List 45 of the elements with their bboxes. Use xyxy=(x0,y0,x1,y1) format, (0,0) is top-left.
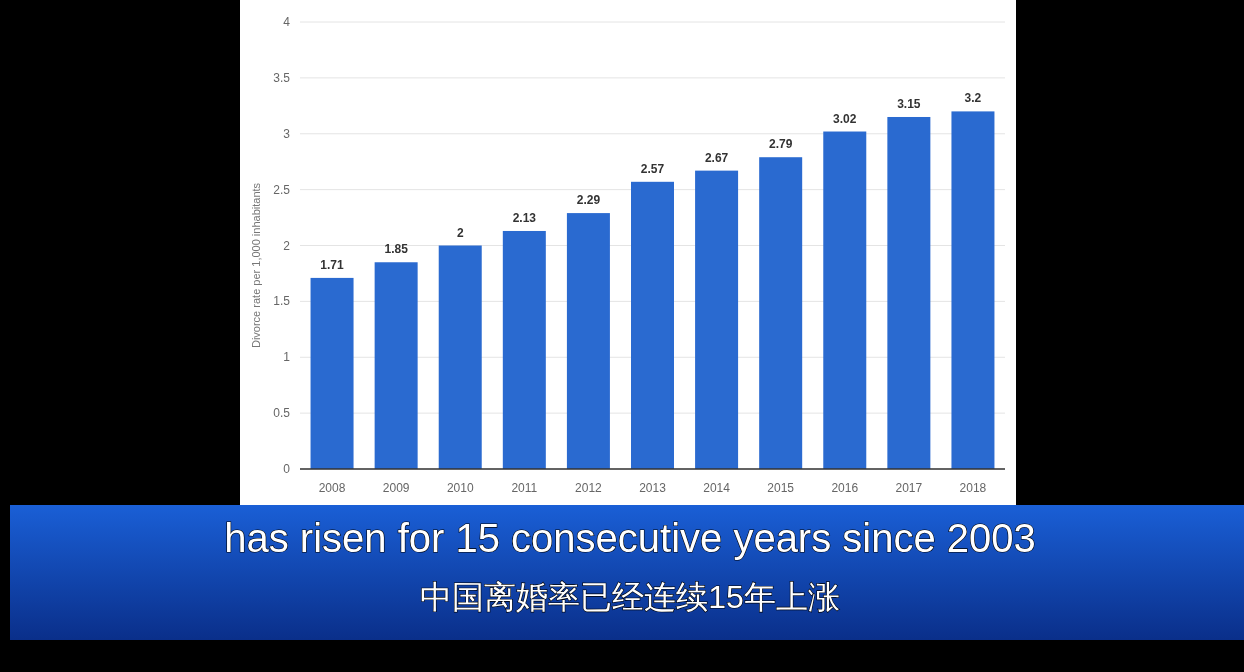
bar xyxy=(695,170,739,469)
y-tick-label: 1.5 xyxy=(273,294,291,309)
data-label: 2.13 xyxy=(512,210,537,225)
bar xyxy=(566,213,610,469)
x-tick-label: 2012 xyxy=(575,481,603,495)
bar xyxy=(438,245,482,469)
text: 中国离婚率已经连续15年上涨 xyxy=(420,579,840,615)
y-tick-label: 0 xyxy=(283,462,291,476)
data-label: 2.29 xyxy=(576,193,601,208)
y-tick-label: 4 xyxy=(283,15,291,29)
data-label: 2.67 xyxy=(704,150,729,165)
y-tick-label: 2.5 xyxy=(273,182,291,197)
data-label: 2.79 xyxy=(769,137,793,152)
y-tick-label: 3 xyxy=(283,126,291,141)
x-tick-label: 2009 xyxy=(382,481,410,495)
x-tick-label: 2014 xyxy=(703,481,731,495)
data-label: 1.71 xyxy=(320,257,345,272)
data-label: 2.57 xyxy=(640,161,665,176)
x-tick-label: 2016 xyxy=(831,481,859,495)
data-label: 2 xyxy=(456,225,464,240)
x-tick-label: 2013 xyxy=(639,481,667,495)
x-tick-label: 2018 xyxy=(959,481,987,495)
bar xyxy=(502,230,546,469)
bar xyxy=(887,116,931,469)
text: has risen for 15 consecutive years since 2003 xyxy=(224,516,1036,560)
x-tick-label: 2011 xyxy=(511,481,538,495)
x-tick-label: 2015 xyxy=(767,481,795,495)
data-label: 3.15 xyxy=(897,96,921,111)
data-label: 1.85 xyxy=(384,242,409,257)
x-tick-label: 2017 xyxy=(895,481,923,495)
y-tick-label: 1 xyxy=(283,350,291,365)
x-tick-label: 2010 xyxy=(446,481,474,495)
bar xyxy=(310,277,354,469)
x-tick-label: 2008 xyxy=(318,481,346,495)
y-tick-label: 3.5 xyxy=(273,70,291,85)
bar xyxy=(631,181,674,469)
data-label: 3.02 xyxy=(833,111,857,126)
bar xyxy=(951,111,995,469)
y-tick-label: 0.5 xyxy=(273,406,291,421)
bar xyxy=(823,131,867,469)
bar xyxy=(374,262,418,469)
y-tick-label: 2 xyxy=(283,238,291,253)
bar xyxy=(759,157,803,469)
data-label: 3.2 xyxy=(964,91,982,106)
y-axis-title: Divorce rate per 1,000 inhabitants xyxy=(250,182,262,349)
